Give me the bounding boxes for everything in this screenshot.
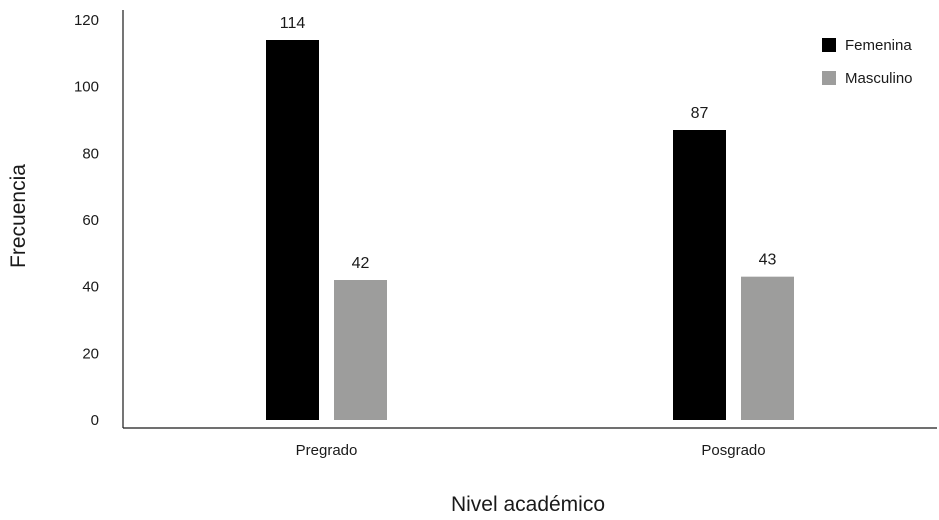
y-tick-label: 80 xyxy=(82,145,99,162)
y-tick-label: 100 xyxy=(74,79,99,96)
legend-swatch-femenina xyxy=(822,38,836,52)
x-axis: Pregrado Posgrado xyxy=(123,427,937,459)
y-tick-label: 60 xyxy=(82,212,99,229)
bar-masculino-posgrado xyxy=(741,276,794,420)
y-tick-label: 20 xyxy=(82,345,99,362)
bars-group xyxy=(266,40,794,420)
bar-masculino-pregrado xyxy=(334,280,387,420)
y-tick-label: 40 xyxy=(82,279,99,296)
data-label: 43 xyxy=(759,252,777,269)
bar-femenina-posgrado xyxy=(673,130,726,420)
y-tick-label: 0 xyxy=(91,412,99,429)
x-tick-label: Posgrado xyxy=(701,442,765,459)
data-label: 114 xyxy=(280,15,306,32)
x-axis-title: Nivel académico xyxy=(451,493,605,516)
x-tick-label: Pregrado xyxy=(296,442,358,459)
data-label: 42 xyxy=(352,255,370,272)
y-axis: 0 20 40 60 80 100 120 xyxy=(74,10,124,429)
legend-label-masculino: Masculino xyxy=(845,70,913,87)
legend-label-femenina: Femenina xyxy=(845,37,912,54)
bar-femenina-pregrado xyxy=(266,40,319,420)
legend: Femenina Masculino xyxy=(822,37,913,87)
legend-swatch-masculino xyxy=(822,71,836,85)
y-axis-title: Frecuencia xyxy=(7,164,30,268)
data-labels-group: 114 87 42 43 xyxy=(280,15,777,272)
y-tick-label: 120 xyxy=(74,12,99,29)
data-label: 87 xyxy=(691,105,709,122)
